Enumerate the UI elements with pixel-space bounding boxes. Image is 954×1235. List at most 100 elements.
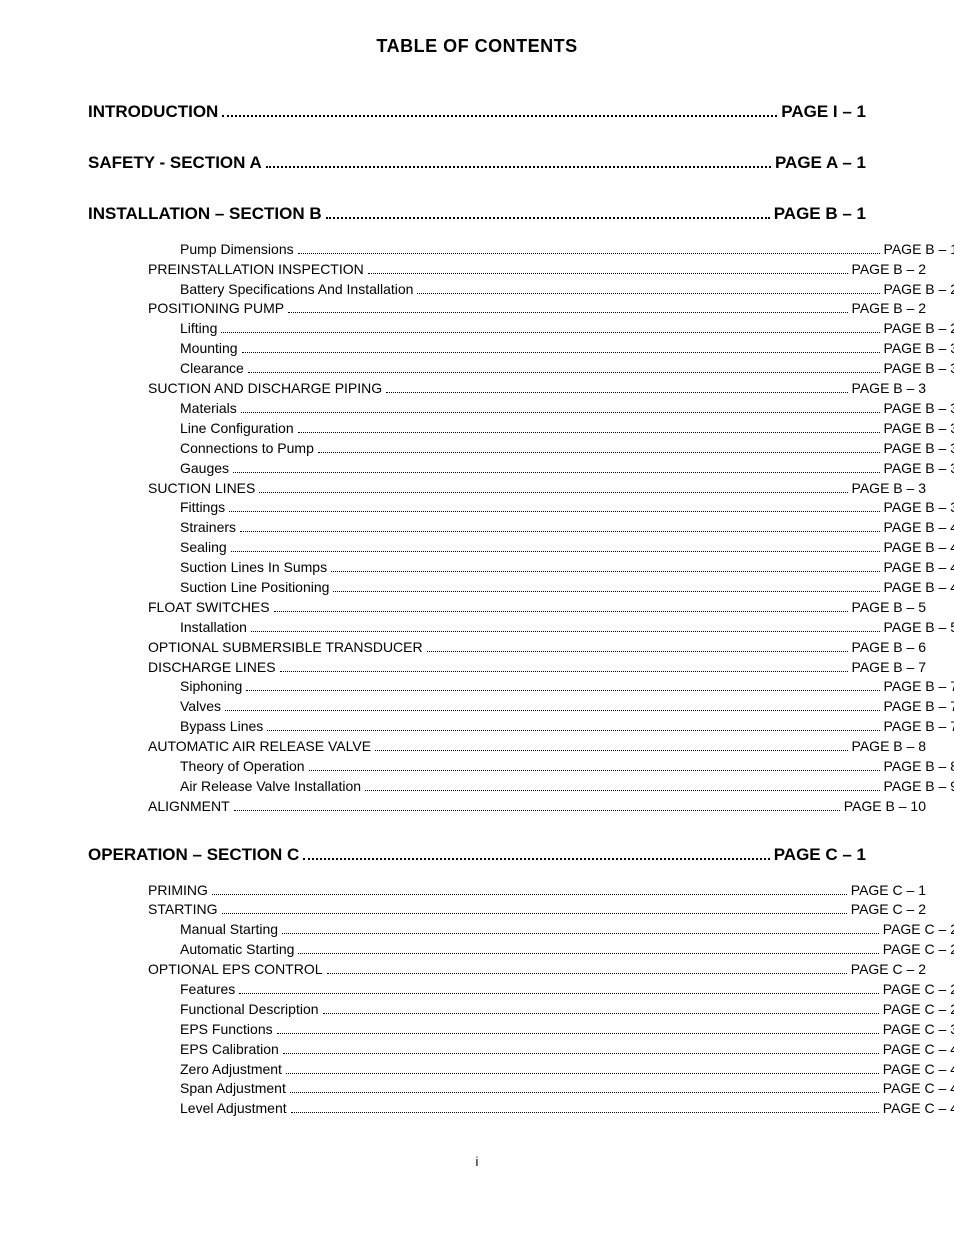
toc-row: SUCTION LINESPAGE B – 3 xyxy=(88,479,926,498)
dot-leader xyxy=(417,293,879,294)
dot-leader xyxy=(386,392,847,393)
toc-sub-page: PAGE B – 6 xyxy=(852,638,926,657)
dot-leader xyxy=(298,953,878,954)
toc-row: PRIMINGPAGE C – 1 xyxy=(88,881,926,900)
dot-leader xyxy=(248,372,880,373)
dot-leader xyxy=(286,1073,879,1074)
toc-sub-page: PAGE B – 3 xyxy=(884,439,954,458)
toc-sub-label: PREINSTALLATION INSPECTION xyxy=(148,260,364,279)
toc-major-page: PAGE C – 1 xyxy=(774,844,866,867)
dot-leader xyxy=(280,671,848,672)
toc-major-page: PAGE I – 1 xyxy=(781,101,866,124)
toc-row: ALIGNMENTPAGE B – 10 xyxy=(88,797,926,816)
toc-sub-page: PAGE B – 2 xyxy=(884,280,954,299)
toc-sub-label: Automatic Starting xyxy=(180,940,294,959)
toc-sub-label: Air Release Valve Installation xyxy=(180,777,361,796)
toc-sub-page: PAGE B – 7 xyxy=(884,677,954,696)
toc-sub-label: Span Adjustment xyxy=(180,1079,286,1098)
toc-sub-label: OPTIONAL EPS CONTROL xyxy=(148,960,323,979)
toc-sub-page: PAGE B – 2 xyxy=(852,299,926,318)
dot-leader xyxy=(291,1112,879,1113)
toc-sub-page: PAGE B – 3 xyxy=(884,498,954,517)
toc-sub-page: PAGE B – 7 xyxy=(884,717,954,736)
dot-leader xyxy=(267,730,879,731)
dot-leader xyxy=(222,913,847,914)
toc-sub-page: PAGE C – 2 xyxy=(883,940,954,959)
toc-row: LiftingPAGE B – 2 xyxy=(88,319,954,338)
toc-sub-label: Siphoning xyxy=(180,677,242,696)
toc-sub-page: PAGE C – 2 xyxy=(851,960,926,979)
document-page: TABLE OF CONTENTS INTRODUCTIONPAGE I – 1… xyxy=(0,0,954,1209)
toc-sub-page: PAGE B – 3 xyxy=(884,419,954,438)
toc-major-page: PAGE B – 1 xyxy=(774,203,866,226)
dot-leader xyxy=(303,858,769,860)
toc-sub-label: Zero Adjustment xyxy=(180,1060,282,1079)
dot-leader xyxy=(221,332,879,333)
toc-sub-page: PAGE B – 4 xyxy=(884,558,954,577)
toc-row: FittingsPAGE B – 3 xyxy=(88,498,954,517)
toc-row: INTRODUCTIONPAGE I – 1 xyxy=(88,101,866,124)
toc-sub-label: Functional Description xyxy=(180,1000,319,1019)
toc-row: FeaturesPAGE C – 2 xyxy=(88,980,954,999)
toc-row: INSTALLATION – SECTION BPAGE B – 1 xyxy=(88,203,866,226)
toc-sub-label: AUTOMATIC AIR RELEASE VALVE xyxy=(148,737,371,756)
toc-major-label: SAFETY - SECTION A xyxy=(88,152,262,175)
dot-leader xyxy=(327,973,847,974)
toc-sub-page: PAGE C – 3 xyxy=(883,1020,954,1039)
toc-sub-label: Level Adjustment xyxy=(180,1099,287,1118)
toc-sub-label: Pump Dimensions xyxy=(180,240,294,259)
dot-leader xyxy=(365,790,879,791)
dot-leader xyxy=(231,551,880,552)
toc-sub-page: PAGE C – 4 xyxy=(883,1099,954,1118)
dot-leader xyxy=(309,770,880,771)
dot-leader xyxy=(298,253,880,254)
toc-row: GaugesPAGE B – 3 xyxy=(88,459,954,478)
toc-row: Functional Description PAGE C – 2 xyxy=(88,1000,954,1019)
dot-leader xyxy=(225,710,880,711)
toc-sub-label: OPTIONAL SUBMERSIBLE TRANSDUCER xyxy=(148,638,423,657)
dot-leader xyxy=(242,352,880,353)
toc-row: Bypass Lines PAGE B – 7 xyxy=(88,717,954,736)
toc-row: InstallationPAGE B – 5 xyxy=(88,618,954,637)
dot-leader xyxy=(427,651,848,652)
toc-row: AUTOMATIC AIR RELEASE VALVEPAGE B – 8 xyxy=(88,737,926,756)
toc-sub-label: Connections to Pump xyxy=(180,439,314,458)
toc-major-label: OPERATION – SECTION C xyxy=(88,844,299,867)
toc-row: ClearancePAGE B – 3 xyxy=(88,359,954,378)
toc-row: PREINSTALLATION INSPECTIONPAGE B – 2 xyxy=(88,260,926,279)
toc-sub-label: Line Configuration xyxy=(180,419,294,438)
dot-leader xyxy=(290,1092,879,1093)
toc-sub-label: PRIMING xyxy=(148,881,208,900)
toc-sub-label: Materials xyxy=(180,399,237,418)
toc-sub-page: PAGE C – 4 xyxy=(883,1040,954,1059)
toc-sub-page: PAGE C – 2 xyxy=(883,920,954,939)
dot-leader xyxy=(239,993,879,994)
document-title: TABLE OF CONTENTS xyxy=(88,36,866,57)
toc-row: POSITIONING PUMPPAGE B – 2 xyxy=(88,299,926,318)
toc-sub-label: SUCTION AND DISCHARGE PIPING xyxy=(148,379,382,398)
toc-row: Suction Lines In SumpsPAGE B – 4 xyxy=(88,558,954,577)
toc-row: Span AdjustmentPAGE C – 4 xyxy=(88,1079,954,1098)
dot-leader xyxy=(259,492,847,493)
dot-leader xyxy=(298,432,880,433)
toc-sub-page: PAGE B – 3 xyxy=(852,479,926,498)
toc-sub-label: FLOAT SWITCHES xyxy=(148,598,270,617)
toc-sub-label: Bypass Lines xyxy=(180,717,263,736)
toc-sub-label: Mounting xyxy=(180,339,238,358)
toc-sub-label: Suction Line Positioning xyxy=(180,578,329,597)
toc-sub-page: PAGE B – 5 xyxy=(852,598,926,617)
dot-leader xyxy=(331,571,879,572)
toc-sub-label: Valves xyxy=(180,697,221,716)
dot-leader xyxy=(233,472,880,473)
toc-row: OPTIONAL SUBMERSIBLE TRANSDUCER PAGE B – … xyxy=(88,638,926,657)
toc-sub-page: PAGE B – 4 xyxy=(884,518,954,537)
toc-sub-page: PAGE C – 2 xyxy=(883,980,954,999)
toc-sub-label: Sealing xyxy=(180,538,227,557)
toc-row: EPS FunctionsPAGE C – 3 xyxy=(88,1020,954,1039)
toc-row: MountingPAGE B – 3 xyxy=(88,339,954,358)
dot-leader xyxy=(246,690,879,691)
toc-sub-page: PAGE C – 2 xyxy=(883,1000,954,1019)
toc-sub-label: Clearance xyxy=(180,359,244,378)
dot-leader xyxy=(234,810,840,811)
dot-leader xyxy=(240,531,880,532)
